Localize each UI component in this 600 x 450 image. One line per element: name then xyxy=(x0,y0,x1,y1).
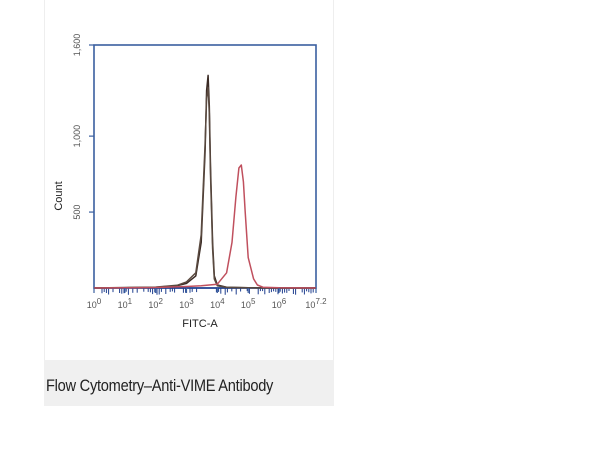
x-axis-ticks: 100 101 102 103 104 105 106 107.2 xyxy=(87,288,327,310)
y-tick-label: 1,600 xyxy=(72,34,82,57)
histogram-series-3 xyxy=(93,164,317,289)
x-tick-label: 105 xyxy=(241,297,256,310)
histogram-series-2 xyxy=(93,86,316,289)
tick-band xyxy=(94,287,316,295)
x-tick-label: 104 xyxy=(210,297,225,310)
series-layer xyxy=(93,74,317,289)
figure-card xyxy=(44,0,334,406)
x-tick-label: 107.2 xyxy=(305,297,327,310)
flow-cytometry-histogram: 500 1,000 1,600 100 101 102 103 104 105 106 107.2… xyxy=(53,34,327,330)
x-axis-title: FITC-A xyxy=(182,318,218,330)
x-tick-label: 103 xyxy=(179,297,194,310)
y-axis-ticks: 500 1,000 1,600 xyxy=(72,34,94,220)
x-tick-label: 101 xyxy=(118,297,133,310)
y-axis-title: Count xyxy=(53,181,65,210)
x-tick-label: 106 xyxy=(272,297,287,310)
x-tick-label: 102 xyxy=(148,297,163,310)
x-tick-label: 100 xyxy=(87,297,102,310)
figure-caption: Flow Cytometry–Anti-VIME Antibody xyxy=(46,376,274,395)
y-tick-label: 500 xyxy=(72,205,82,220)
histogram-series-1 xyxy=(93,74,316,289)
y-tick-label: 1,000 xyxy=(72,125,82,148)
caption-bar xyxy=(44,360,334,406)
